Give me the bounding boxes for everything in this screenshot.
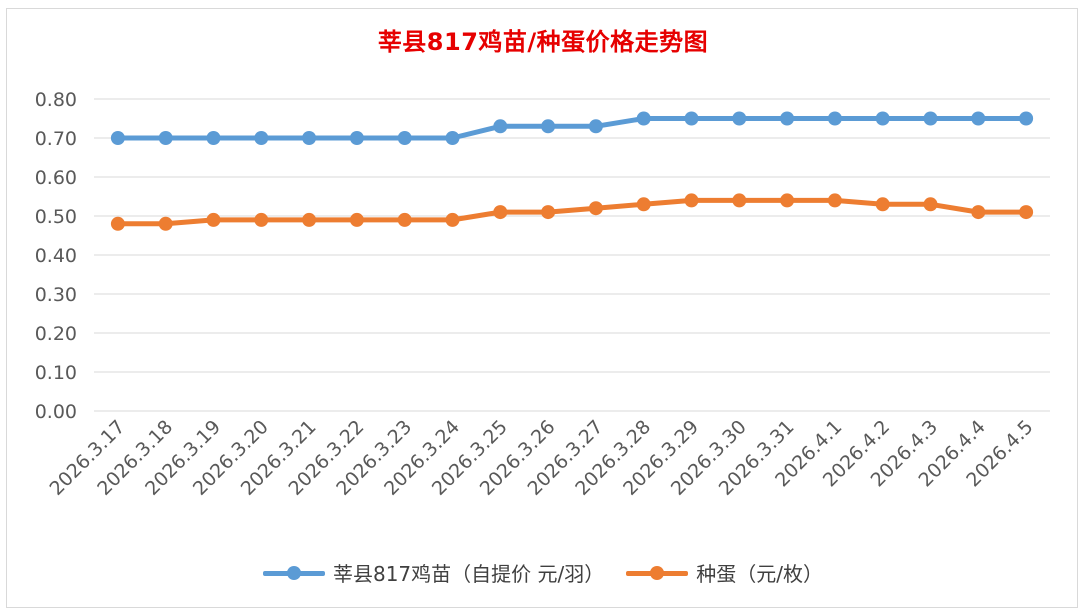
data-point-1 bbox=[158, 216, 173, 231]
data-point-0 bbox=[206, 131, 221, 145]
data-point-0 bbox=[349, 131, 364, 145]
chart-frame bbox=[6, 8, 1078, 608]
legend-marker-egg bbox=[650, 565, 665, 580]
series-group bbox=[110, 111, 1034, 231]
legend: 莘县817鸡苗（自提价 元/羽） 种蛋（元/枚） bbox=[0, 558, 1086, 587]
legend-swatch-egg bbox=[626, 565, 689, 580]
legend-item-chick: 莘县817鸡苗（自提价 元/羽） bbox=[262, 558, 605, 587]
y-tick-label: 0.80 bbox=[35, 89, 77, 111]
data-point-1 bbox=[445, 212, 460, 227]
data-point-1 bbox=[827, 193, 842, 208]
data-point-1 bbox=[1019, 205, 1034, 220]
data-point-1 bbox=[493, 205, 508, 220]
data-point-1 bbox=[684, 193, 699, 208]
data-point-0 bbox=[541, 119, 556, 134]
data-point-1 bbox=[732, 193, 747, 208]
data-point-1 bbox=[875, 197, 890, 212]
y-tick-label: 0.60 bbox=[35, 167, 77, 189]
data-point-0 bbox=[588, 119, 603, 134]
data-point-0 bbox=[110, 131, 125, 145]
data-point-1 bbox=[397, 212, 412, 227]
data-point-1 bbox=[254, 212, 269, 227]
legend-marker-chick bbox=[286, 565, 301, 580]
data-point-0 bbox=[397, 131, 412, 145]
data-point-1 bbox=[971, 205, 986, 220]
gridlines bbox=[94, 98, 1050, 412]
x-axis-labels: 2026.3.172026.3.182026.3.192026.3.202026… bbox=[45, 416, 1037, 500]
data-point-0 bbox=[684, 111, 699, 126]
data-point-0 bbox=[254, 131, 269, 145]
legend-swatch-chick bbox=[262, 565, 325, 580]
data-point-0 bbox=[302, 131, 317, 145]
y-tick-label: 0.50 bbox=[35, 206, 77, 228]
data-point-1 bbox=[349, 212, 364, 227]
y-tick-label: 0.00 bbox=[35, 401, 77, 423]
series-line-0 bbox=[115, 116, 1029, 141]
data-point-0 bbox=[923, 111, 938, 126]
data-point-1 bbox=[780, 193, 795, 208]
series-line-1 bbox=[115, 197, 1029, 227]
chart-title: 莘县817鸡苗/种蛋价格走势图 bbox=[377, 28, 709, 56]
data-point-1 bbox=[923, 197, 938, 212]
data-point-1 bbox=[206, 212, 221, 227]
y-tick-label: 0.30 bbox=[35, 284, 77, 306]
y-axis-labels: 0.00 0.10 0.20 0.30 0.40 0.50 0.60 0.70 0.80 bbox=[35, 89, 77, 423]
data-point-0 bbox=[158, 131, 173, 145]
data-point-0 bbox=[971, 111, 986, 126]
data-point-0 bbox=[493, 119, 508, 134]
data-point-0 bbox=[445, 131, 460, 145]
y-tick-label: 0.10 bbox=[35, 362, 77, 384]
data-point-0 bbox=[875, 111, 890, 126]
y-tick-label: 0.70 bbox=[35, 128, 77, 150]
legend-label-chick: 莘县817鸡苗（自提价 元/羽） bbox=[332, 562, 605, 586]
legend-label-egg: 种蛋（元/枚） bbox=[696, 562, 824, 586]
data-point-1 bbox=[541, 205, 556, 220]
data-point-1 bbox=[302, 212, 317, 227]
legend-item-egg: 种蛋（元/枚） bbox=[626, 558, 823, 587]
data-point-0 bbox=[636, 111, 651, 126]
data-point-0 bbox=[827, 111, 842, 126]
data-point-0 bbox=[1019, 111, 1034, 126]
y-tick-label: 0.20 bbox=[35, 323, 77, 345]
data-point-0 bbox=[780, 111, 795, 126]
data-point-1 bbox=[110, 216, 125, 231]
data-point-1 bbox=[636, 197, 651, 212]
y-tick-label: 0.40 bbox=[35, 245, 77, 267]
data-point-0 bbox=[732, 111, 747, 126]
data-point-1 bbox=[588, 201, 603, 216]
